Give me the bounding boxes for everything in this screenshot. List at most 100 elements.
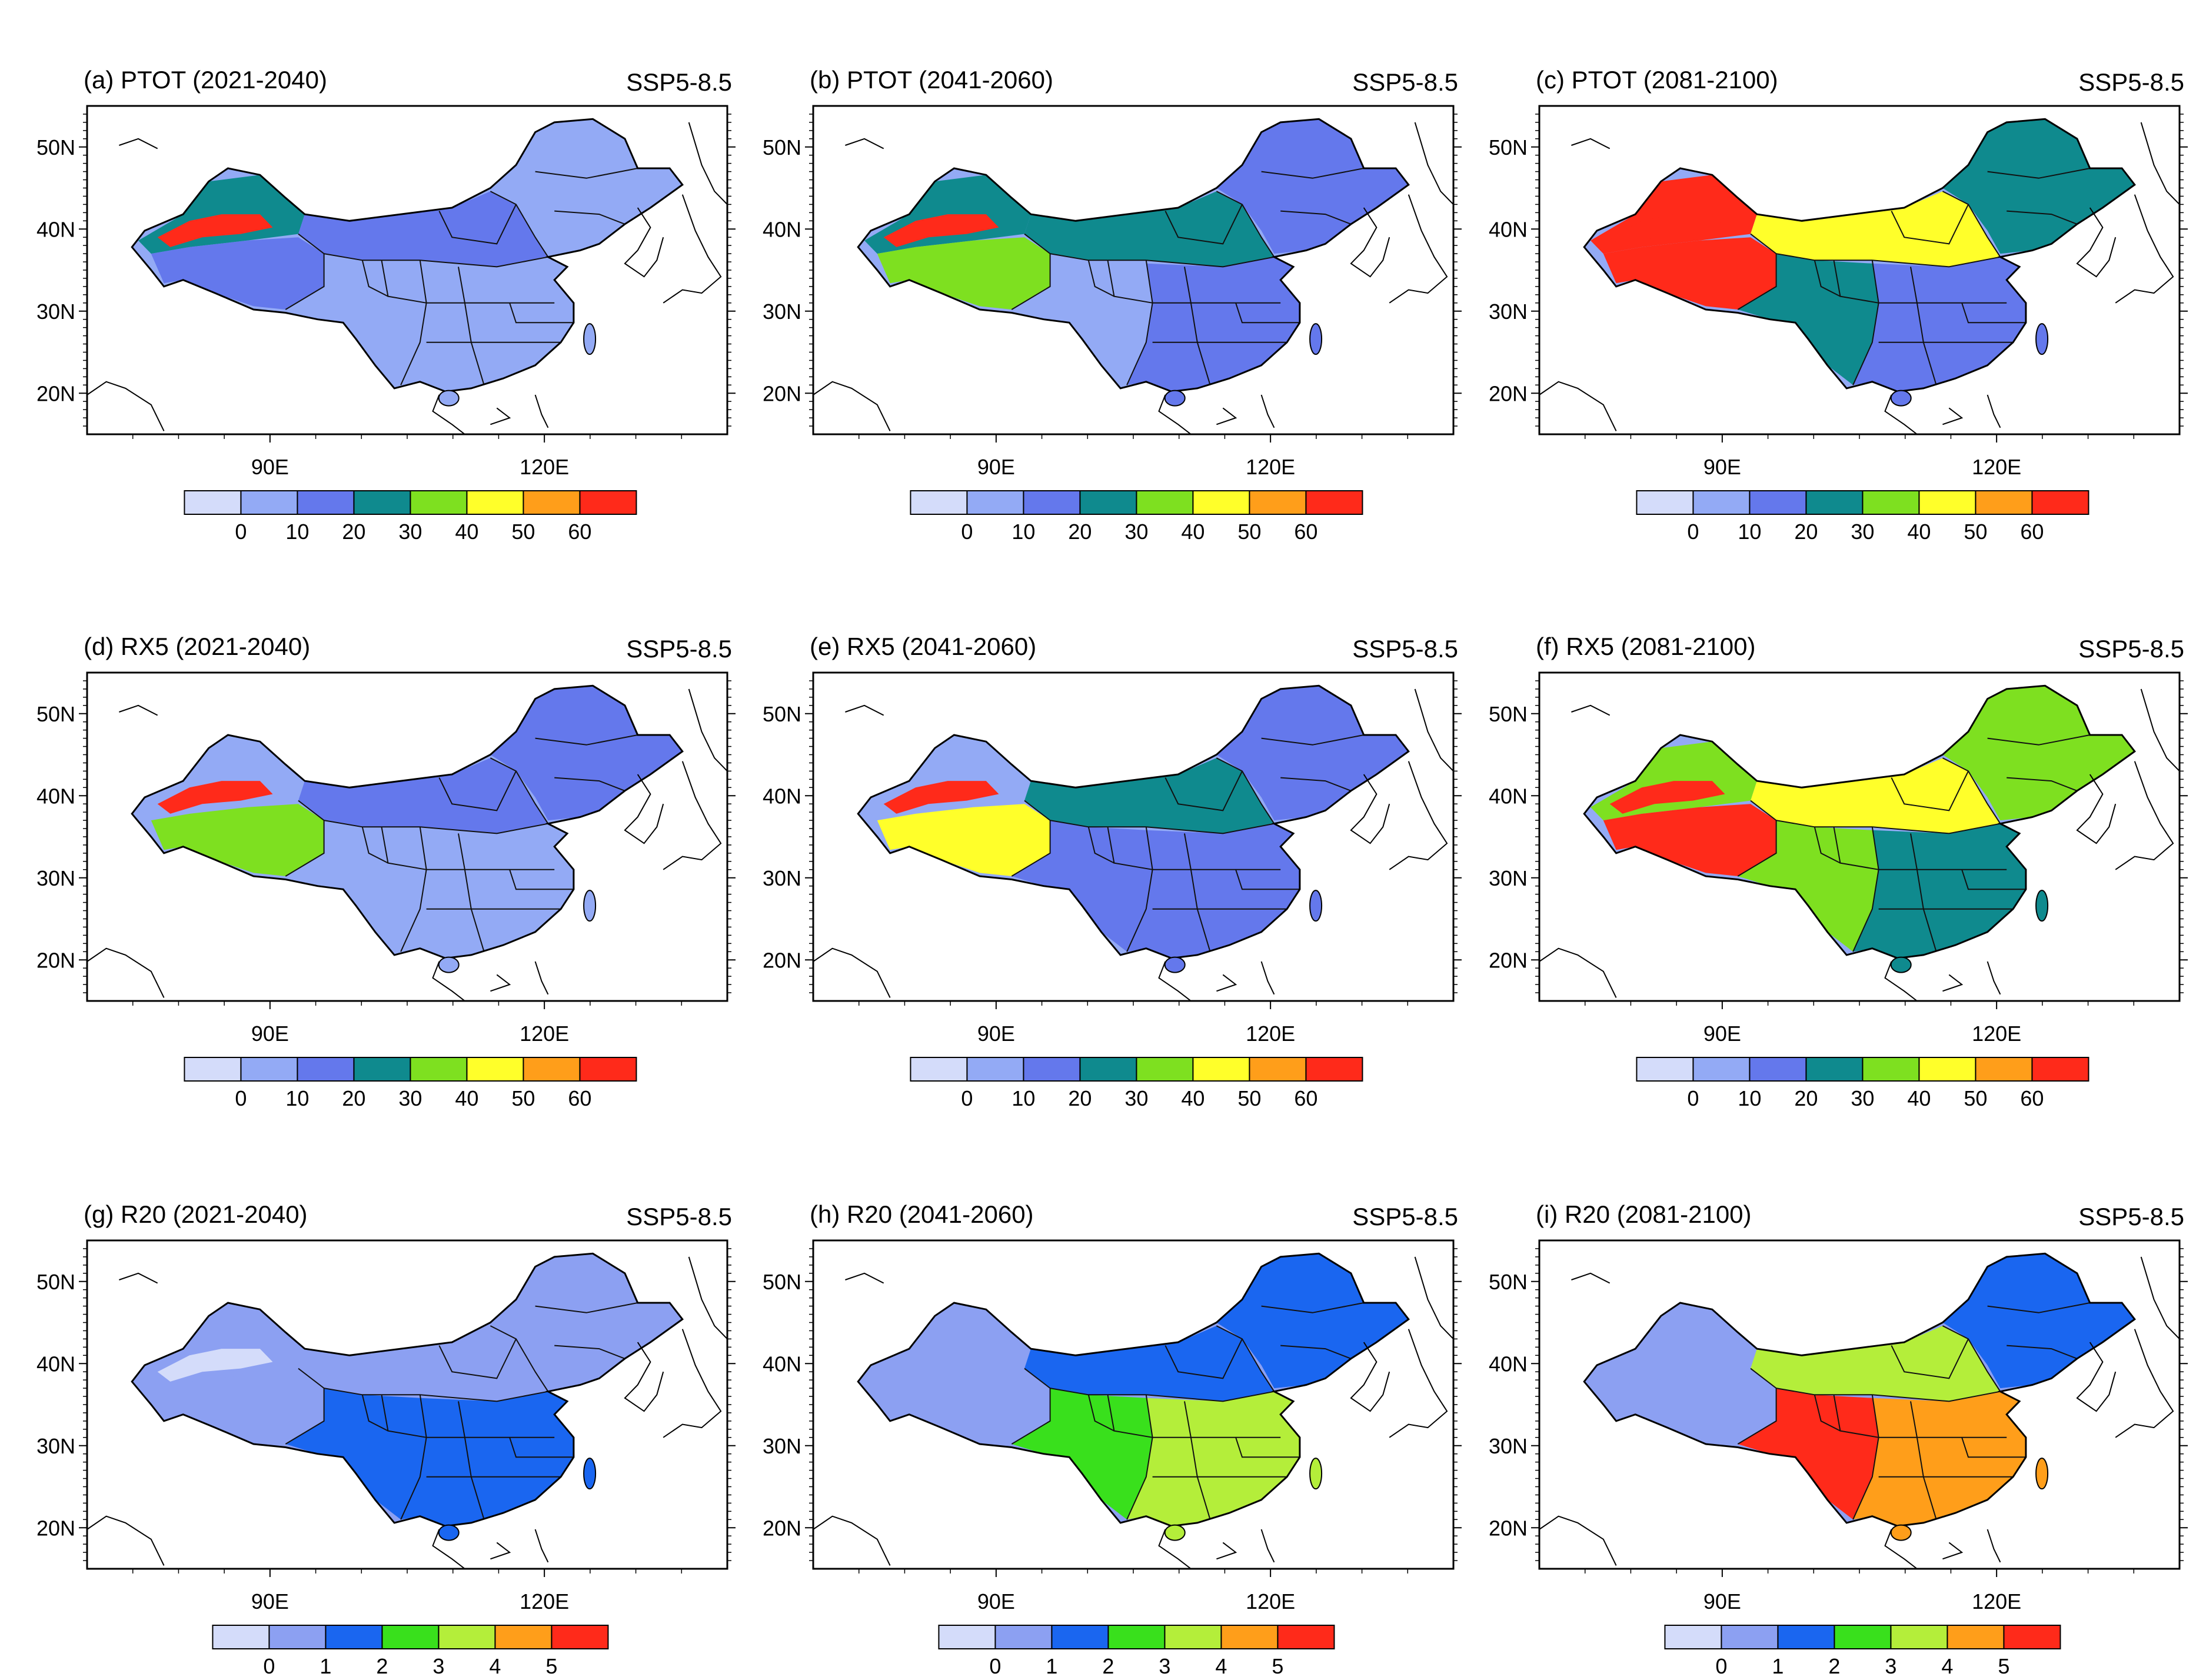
province-border <box>400 1395 427 1520</box>
lat-label: 20N <box>36 948 75 972</box>
china-outline <box>131 1252 684 1528</box>
lon-label: 90E <box>251 1022 289 1046</box>
colorbar-label: 30 <box>1124 1086 1148 1110</box>
coastline <box>86 947 165 998</box>
colorbar-box <box>1249 1057 1307 1082</box>
coastline <box>1158 394 1192 435</box>
colorbar-label: 40 <box>455 1086 478 1110</box>
colorbar-label: 50 <box>1237 520 1261 544</box>
colorbar-box <box>994 1625 1053 1649</box>
province-border <box>1961 302 2026 324</box>
province-border <box>285 1368 325 1445</box>
lat-label: 40N <box>1489 784 1528 808</box>
panel-r20-2041-2060: (h) R20 (2041-2060) SSP5-8.5 50N 40N 30N 20N 9… <box>763 1200 1462 1678</box>
coastline <box>1350 1342 1390 1412</box>
scenario-label: SSP5-8.5 <box>1352 1203 1458 1230</box>
colorbar-box <box>551 1625 609 1649</box>
colorbar-box <box>523 1057 581 1082</box>
province-border <box>1261 1302 1364 1313</box>
colorbar-box <box>1721 1625 1779 1649</box>
coastline <box>490 407 511 425</box>
lon-label: 90E <box>977 1022 1015 1046</box>
province-border <box>1216 1325 1275 1392</box>
province-border <box>1961 1437 2026 1458</box>
coastline <box>1571 704 1611 716</box>
colorbar-box <box>410 490 468 515</box>
province-border <box>1910 833 1937 952</box>
colorbar-box <box>1192 1057 1250 1082</box>
region-southeast <box>1127 823 1300 959</box>
coastline <box>1216 407 1237 425</box>
province-border <box>2007 210 2078 225</box>
lat-label: 30N <box>763 866 801 890</box>
scenario-label: SSP5-8.5 <box>2078 635 2184 663</box>
province-border <box>381 1395 555 1438</box>
province-border <box>1235 869 1300 890</box>
scenario-label: SSP5-8.5 <box>1352 68 1458 96</box>
coastline <box>1260 394 1275 428</box>
colorbar-box <box>1692 490 1751 515</box>
province-border <box>1184 833 1211 952</box>
colorbar-box <box>1749 490 1807 515</box>
province-border <box>1087 260 1114 297</box>
province-border <box>1235 302 1300 324</box>
colorbar-box <box>579 1057 637 1082</box>
panel-title: (e) RX5 (2041-2060) <box>810 633 1036 660</box>
province-border <box>1011 800 1051 877</box>
province-border <box>554 210 625 225</box>
colorbar-label: 10 <box>1012 520 1035 544</box>
colorbar-label: 0 <box>235 520 247 544</box>
hainan <box>1890 390 1912 407</box>
panel-title: (b) PTOT (2041-2060) <box>810 66 1053 94</box>
coastline <box>1389 761 1448 870</box>
coastline <box>624 1342 664 1412</box>
colorbar-box <box>966 1057 1024 1082</box>
hainan <box>1164 956 1186 973</box>
colorbar-label: 3 <box>432 1654 444 1678</box>
province-border <box>1107 827 1281 870</box>
coastline <box>2115 761 2174 870</box>
region-tibet <box>1603 1372 1776 1444</box>
province-border <box>1126 1395 1153 1520</box>
lat-label: 30N <box>1489 1434 1528 1458</box>
province-border <box>458 833 485 952</box>
colorbar-box <box>1220 1625 1279 1649</box>
coastline <box>2076 207 2117 278</box>
lon-label: 90E <box>977 1589 1015 1614</box>
province-border <box>1164 204 1243 245</box>
province-border <box>1184 1401 1211 1520</box>
lat-label: 20N <box>1489 381 1528 405</box>
region-lake <box>883 214 999 247</box>
lat-label: 40N <box>36 1352 75 1376</box>
colorbar-label: 2 <box>1102 1654 1114 1678</box>
coastline <box>86 1515 165 1566</box>
coastline <box>432 1529 465 1569</box>
coastline <box>1260 1529 1275 1563</box>
coastline <box>2140 688 2180 772</box>
region-southwest <box>1012 1388 1153 1520</box>
lat-label: 20N <box>36 381 75 405</box>
province-border <box>1891 204 1969 245</box>
china-outline <box>1583 118 2136 393</box>
province-border <box>2007 1345 2078 1359</box>
panel-title: (d) RX5 (2021-2040) <box>84 633 310 660</box>
coastline <box>119 138 158 149</box>
hainan <box>1164 390 1186 407</box>
lat-label: 20N <box>36 1516 75 1540</box>
colorbar-label: 0 <box>961 1086 973 1110</box>
colorbar-label: 5 <box>1272 1654 1283 1678</box>
hainan <box>438 956 460 973</box>
lat-label: 20N <box>1489 1516 1528 1540</box>
colorbar-box <box>1023 490 1081 515</box>
region-tibet <box>151 1372 324 1444</box>
colorbar: 0 10 20 30 40 50 60 <box>910 1057 1363 1110</box>
colorbar-box <box>184 490 242 515</box>
coastline <box>490 1542 511 1560</box>
coastline <box>1389 194 1448 304</box>
coastline <box>2115 1329 2174 1438</box>
coastline <box>845 1272 884 1284</box>
province-border <box>1833 827 2007 870</box>
region-north <box>1751 191 2001 267</box>
lat-label: 20N <box>763 381 801 405</box>
coastline <box>432 961 465 1002</box>
